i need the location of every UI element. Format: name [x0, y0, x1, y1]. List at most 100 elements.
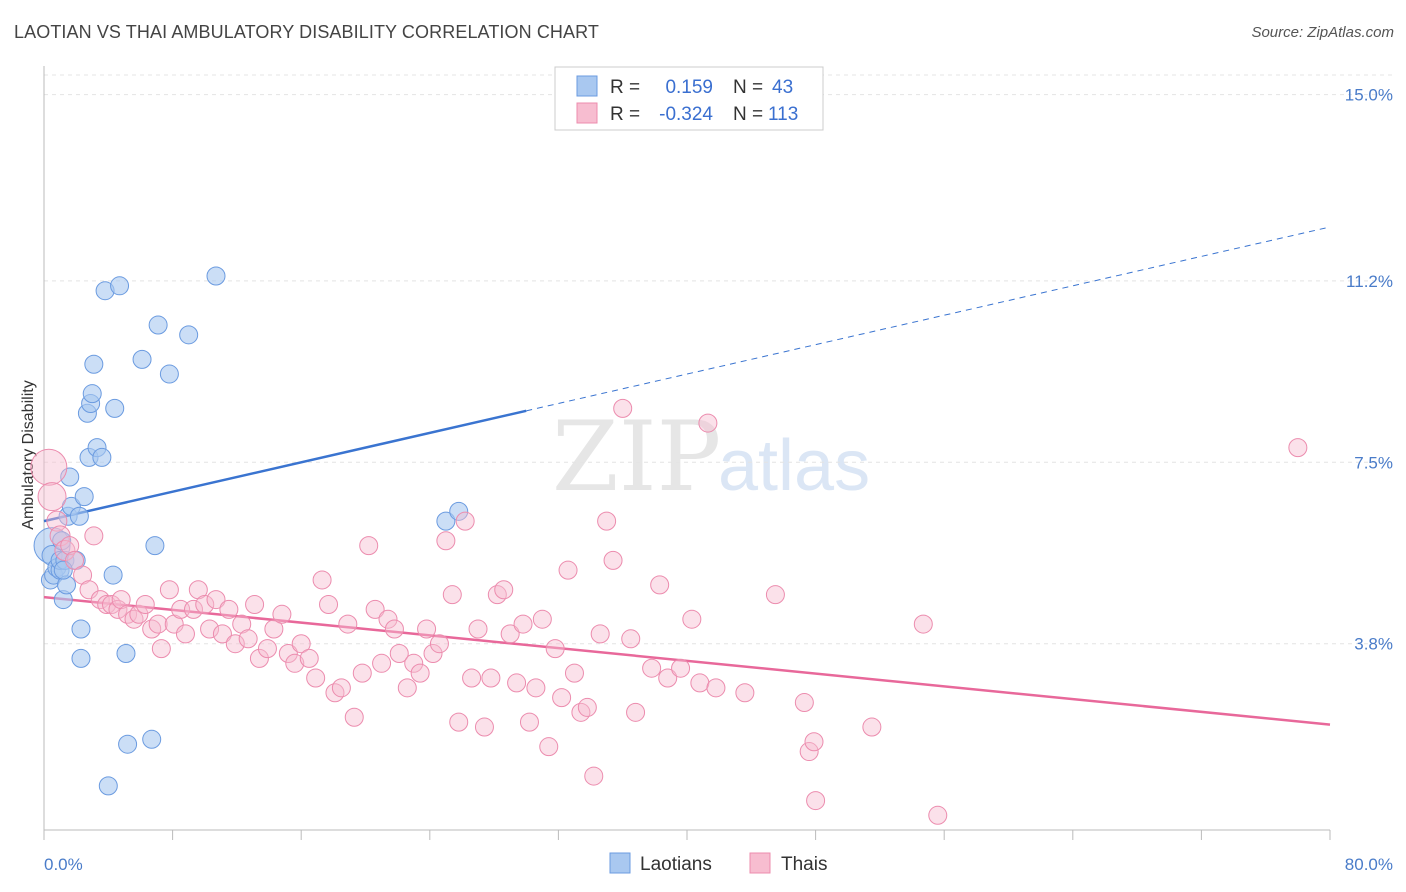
thai-point-9: [84, 526, 104, 546]
laotian-point-37: [159, 364, 179, 384]
legend-thais-swatch: [749, 852, 771, 874]
thai-point-12: [102, 594, 122, 614]
legend-swatch-thais: [576, 102, 598, 124]
thai-point-67: [449, 712, 469, 732]
y-tick-label-1: 7.5%: [1354, 453, 1393, 472]
thai-point-17: [129, 604, 149, 624]
thai-point-51: [344, 707, 364, 727]
thai-point-112: [621, 629, 641, 649]
thai-point-92: [613, 398, 633, 418]
x-tick-label-max: 80.0%: [1345, 855, 1393, 874]
thai-point-62: [417, 619, 437, 639]
y-tick-label-0: 3.8%: [1354, 635, 1393, 654]
thai-point-87: [577, 697, 597, 717]
thai-point-22: [159, 580, 179, 600]
thai-point-33: [225, 634, 245, 654]
thai-point-97: [671, 658, 691, 678]
thai-point-0: [30, 448, 68, 486]
laotian-point-12: [60, 467, 80, 487]
thai-point-110: [928, 805, 948, 825]
thai-point-39: [264, 619, 284, 639]
laotian-point-18: [74, 487, 94, 507]
axes: [43, 66, 1331, 840]
thai-point-96: [658, 668, 678, 688]
thai-point-77: [513, 614, 533, 634]
legend-r-label-2: R =: [610, 104, 640, 125]
laotian-point-17: [71, 648, 91, 668]
thai-point-86: [571, 702, 591, 722]
thai-point-21: [151, 639, 171, 659]
y-tick-label-3: 15.0%: [1345, 86, 1393, 105]
thai-point-104: [794, 693, 814, 713]
laotian-trend-extension: [526, 226, 1331, 412]
thai-point-64: [429, 634, 449, 654]
thai-trend-line: [43, 595, 1331, 726]
thai-point-74: [494, 580, 514, 600]
thai-point-89: [590, 624, 610, 644]
laotian-point-27: [98, 776, 118, 796]
thai-point-52: [352, 663, 372, 683]
data-points: [30, 266, 1308, 825]
thai-point-69: [462, 668, 482, 688]
thai-point-76: [507, 673, 527, 693]
laotian-point-35: [145, 536, 165, 556]
legend-n-label-1: N =: [733, 77, 763, 98]
legend-r-label-1: R =: [610, 77, 640, 98]
thai-point-10: [90, 590, 110, 610]
thai-point-68: [455, 511, 475, 531]
laotian-point-23: [84, 354, 104, 374]
laotian-point-28: [103, 565, 123, 585]
legend-r-value-2: -0.324: [659, 104, 713, 125]
laotian-point-15: [69, 506, 89, 526]
thai-point-75: [500, 624, 520, 644]
thai-point-70: [468, 619, 488, 639]
legend-swatch-laotians: [576, 75, 598, 97]
thai-point-5: [60, 536, 80, 556]
thai-point-61: [410, 663, 430, 683]
thai-point-37: [249, 648, 269, 668]
thai-point-55: [372, 653, 392, 673]
legend-n-value-2: 113: [768, 104, 798, 125]
laotian-point-39: [206, 266, 226, 286]
watermark-atlas: atlas: [718, 426, 870, 506]
thai-point-91: [603, 550, 623, 570]
thai-point-36: [245, 594, 265, 614]
legend-thais-label: Thais: [781, 854, 827, 875]
thai-point-60: [404, 653, 424, 673]
thai-point-43: [291, 634, 311, 654]
laotian-point-32: [118, 734, 138, 754]
thai-point-82: [545, 639, 565, 659]
legend-n-label-2: N =: [733, 104, 763, 125]
thai-point-42: [285, 653, 305, 673]
thai-point-103: [765, 585, 785, 605]
thai-point-105: [799, 742, 819, 762]
thai-point-54: [365, 599, 385, 619]
thai-point-46: [312, 570, 332, 590]
laotian-point-41: [449, 501, 469, 521]
thai-point-98: [682, 609, 702, 629]
legend-r-value-1: 0.159: [665, 77, 713, 98]
thai-point-106: [804, 732, 824, 752]
thai-point-88: [584, 766, 604, 786]
thai-point-50: [338, 614, 358, 634]
chart-title: LAOTIAN VS THAI AMBULATORY DISABILITY CO…: [14, 22, 599, 42]
laotian-point-34: [142, 729, 162, 749]
thai-point-107: [806, 791, 826, 811]
thai-point-38: [257, 639, 277, 659]
thai-point-80: [532, 609, 552, 629]
thai-point-41: [278, 644, 298, 664]
thai-point-93: [626, 702, 646, 722]
thai-point-108: [862, 717, 882, 737]
laotian-point-25: [92, 447, 112, 467]
thai-point-59: [397, 678, 417, 698]
thai-point-6: [65, 550, 85, 570]
thai-point-85: [564, 663, 584, 683]
laotian-trend-line: [43, 409, 527, 523]
thai-point-63: [423, 644, 443, 664]
laotian-point-38: [179, 325, 199, 345]
thai-point-95: [650, 575, 670, 595]
thai-point-81: [539, 737, 559, 757]
thai-point-31: [212, 624, 232, 644]
thai-point-40: [272, 604, 292, 624]
